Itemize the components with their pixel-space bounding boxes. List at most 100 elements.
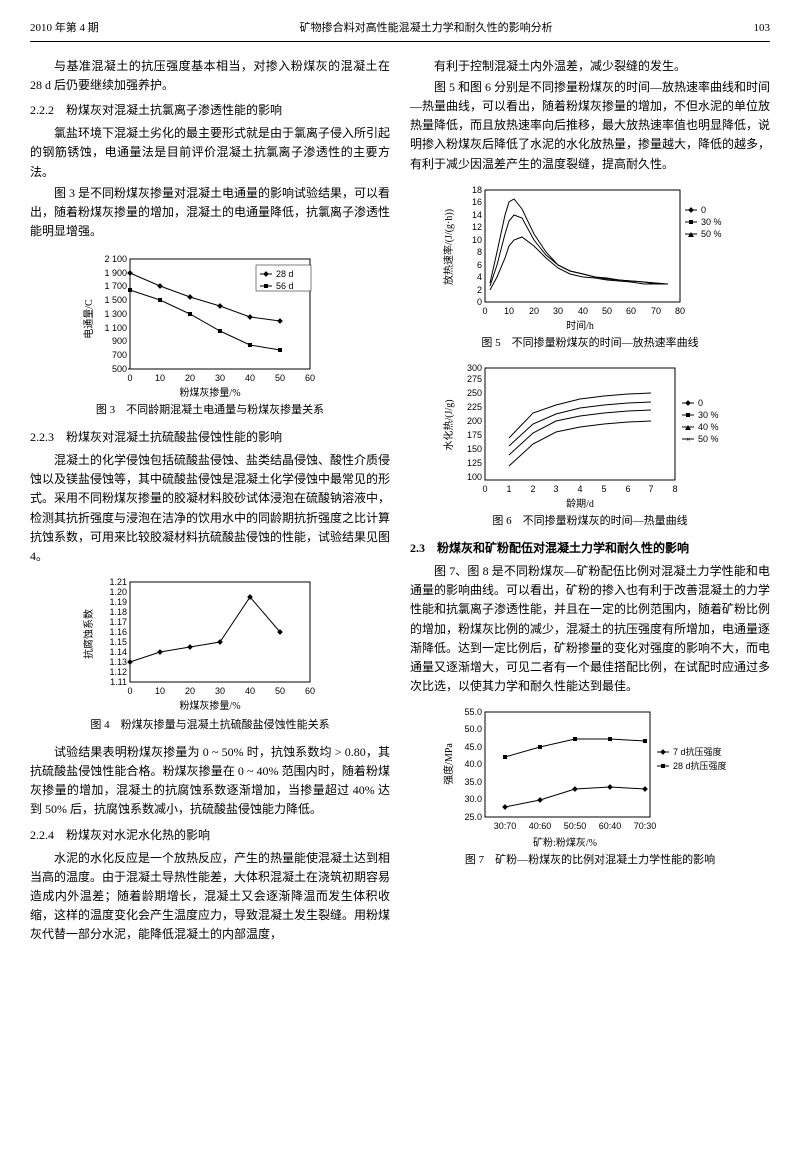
figure-5: 024681012141618 01020304050607080 0 30 % <box>410 182 770 353</box>
svg-text:28 d抗压强度: 28 d抗压强度 <box>673 760 727 771</box>
svg-text:2: 2 <box>530 484 535 494</box>
svg-text:275: 275 <box>467 374 482 384</box>
svg-text:30: 30 <box>553 306 563 316</box>
svg-text:×: × <box>686 435 691 444</box>
svg-text:30: 30 <box>215 373 225 383</box>
svg-text:5: 5 <box>601 484 606 494</box>
svg-text:40.0: 40.0 <box>464 759 482 769</box>
svg-text:3: 3 <box>553 484 558 494</box>
svg-text:0: 0 <box>477 297 482 307</box>
right-column: 有利于控制混凝土内外温差，减少裂缝的发生。 图 5 和图 6 分别是不同掺量粉煤… <box>410 57 770 947</box>
fig5-ylabel: 放热速率/(J/(g·h)) <box>442 209 455 285</box>
svg-text:50 %: 50 % <box>698 434 719 444</box>
svg-text:6: 6 <box>625 484 630 494</box>
svg-text:56 d: 56 d <box>276 281 294 291</box>
figure-6: 100125150175200225250275300 012345678 0 … <box>410 360 770 531</box>
svg-text:1.19: 1.19 <box>109 597 127 607</box>
svg-text:150: 150 <box>467 444 482 454</box>
page-header: 2010 年第 4 期 矿物掺合料对高性能混凝土力学和耐久性的影响分析 103 <box>30 20 770 42</box>
svg-text:50: 50 <box>275 373 285 383</box>
fig7-caption: 图 7 矿粉—粉煤灰的比例对混凝土力学性能的影响 <box>410 852 770 870</box>
svg-text:30: 30 <box>215 686 225 696</box>
svg-text:500: 500 <box>112 364 127 374</box>
svg-text:55.0: 55.0 <box>464 707 482 717</box>
svg-text:70: 70 <box>651 306 661 316</box>
svg-text:20: 20 <box>185 686 195 696</box>
svg-text:125: 125 <box>467 458 482 468</box>
svg-text:100: 100 <box>467 472 482 482</box>
figure-7: 25.030.035.040.045.050.055.0 30:7040:605… <box>410 704 770 870</box>
svg-text:1.17: 1.17 <box>109 617 127 627</box>
svg-text:300: 300 <box>467 363 482 373</box>
s223-title: 2.2.3 粉煤灰对混凝土抗硫酸盐侵蚀性能的影响 <box>30 428 390 447</box>
svg-text:0: 0 <box>127 373 132 383</box>
fig5-chart: 024681012141618 01020304050607080 0 30 % <box>440 182 740 332</box>
fig6-chart: 100125150175200225250275300 012345678 0 … <box>440 360 740 510</box>
svg-text:16: 16 <box>472 197 482 207</box>
fig6-caption: 图 6 不同掺量粉煤灰的时间—热量曲线 <box>410 513 770 531</box>
svg-text:40: 40 <box>245 373 255 383</box>
svg-text:900: 900 <box>112 336 127 346</box>
left-column: 与基准混凝土的抗压强度基本相当，对掺入粉煤灰的混凝土在 28 d 后仍要继续加强… <box>30 57 390 947</box>
svg-text:40:60: 40:60 <box>529 821 552 831</box>
svg-text:1.13: 1.13 <box>109 657 127 667</box>
fig7-ylabel: 强度/MPa <box>442 743 455 785</box>
s224-title: 2.2.4 粉煤灰对水泥水化热的影响 <box>30 826 390 845</box>
svg-text:1.21: 1.21 <box>109 577 127 587</box>
svg-text:7: 7 <box>648 484 653 494</box>
svg-text:50.0: 50.0 <box>464 724 482 734</box>
fig3-xlabel: 粉煤灰掺量/% <box>179 386 240 399</box>
svg-text:60: 60 <box>626 306 636 316</box>
svg-text:30 %: 30 % <box>701 217 722 227</box>
s223-p1: 混凝土的化学侵蚀包括硫酸盐侵蚀、盐类结晶侵蚀、酸性介质侵蚀以及镁盐侵蚀等，其中硫… <box>30 451 390 566</box>
fig4-chart: 1.11 1.12 1.13 1.14 1.15 1.16 1.17 1.18 … <box>80 574 340 714</box>
svg-text:18: 18 <box>472 185 482 195</box>
svg-text:1 900: 1 900 <box>104 268 127 278</box>
svg-text:50 %: 50 % <box>701 229 722 239</box>
fig6-xlabel: 龄期/d <box>566 497 594 510</box>
svg-text:8: 8 <box>477 247 482 257</box>
svg-text:1.20: 1.20 <box>109 587 127 597</box>
figure-3: 500 700 900 1 100 1 300 1 500 1 700 1 90… <box>30 249 390 420</box>
fig4-caption: 图 4 粉煤灰掺量与混凝土抗硫酸盐侵蚀性能关系 <box>30 717 390 735</box>
svg-text:1.15: 1.15 <box>109 637 127 647</box>
svg-text:1: 1 <box>506 484 511 494</box>
svg-text:50: 50 <box>602 306 612 316</box>
svg-text:1.12: 1.12 <box>109 667 127 677</box>
col2-p2: 图 5 和图 6 分别是不同掺量粉煤灰的时间—放热速率曲线和时间—热量曲线，可以… <box>410 78 770 174</box>
svg-text:10: 10 <box>504 306 514 316</box>
svg-text:1.18: 1.18 <box>109 607 127 617</box>
svg-text:225: 225 <box>467 402 482 412</box>
fig3-ylabel: 电通量/C <box>82 299 95 339</box>
svg-text:35.0: 35.0 <box>464 777 482 787</box>
fig3-caption: 图 3 不同龄期混凝土电通量与粉煤灰掺量关系 <box>30 402 390 420</box>
s222-p1: 氯盐环境下混凝土劣化的最主要形式就是由于氯离子侵入所引起的钢筋锈蚀，电通量法是目… <box>30 124 390 182</box>
svg-text:200: 200 <box>467 416 482 426</box>
svg-text:20: 20 <box>529 306 539 316</box>
fig4-xlabel: 粉煤灰掺量/% <box>179 699 240 712</box>
fig7-xlabel: 矿粉:粉煤灰/% <box>533 836 597 849</box>
fig7-chart: 25.030.035.040.045.050.055.0 30:7040:605… <box>440 704 740 849</box>
svg-text:250: 250 <box>467 388 482 398</box>
fig3-chart: 500 700 900 1 100 1 300 1 500 1 700 1 90… <box>80 249 340 399</box>
svg-text:10: 10 <box>155 373 165 383</box>
svg-text:10: 10 <box>155 686 165 696</box>
figure-4: 1.11 1.12 1.13 1.14 1.15 1.16 1.17 1.18 … <box>30 574 390 735</box>
svg-text:0: 0 <box>482 484 487 494</box>
main-content: 与基准混凝土的抗压强度基本相当，对掺入粉煤灰的混凝土在 28 d 后仍要继续加强… <box>30 57 770 947</box>
svg-text:50: 50 <box>275 686 285 696</box>
fig4-ylabel: 抗腐蚀系数 <box>82 609 95 659</box>
svg-text:1 300: 1 300 <box>104 309 127 319</box>
svg-text:40: 40 <box>245 686 255 696</box>
svg-text:45.0: 45.0 <box>464 742 482 752</box>
svg-text:40 %: 40 % <box>698 422 719 432</box>
svg-text:1.14: 1.14 <box>109 647 127 657</box>
col1-p1: 与基准混凝土的抗压强度基本相当，对掺入粉煤灰的混凝土在 28 d 后仍要继续加强… <box>30 57 390 95</box>
s222-p2: 图 3 是不同粉煤灰掺量对混凝土电通量的影响试验结果，可以看出，随着粉煤灰掺量的… <box>30 184 390 242</box>
header-left: 2010 年第 4 期 <box>30 20 99 38</box>
svg-text:30.0: 30.0 <box>464 794 482 804</box>
fig6-ylabel: 水化热/(J/g) <box>442 400 455 451</box>
svg-text:60:40: 60:40 <box>599 821 622 831</box>
svg-text:7 d抗压强度: 7 d抗压强度 <box>673 746 722 757</box>
s23-p1: 图 7、图 8 是不同粉煤灰—矿粉配伍比例对混凝土力学性能和电通量的影响曲线。可… <box>410 562 770 696</box>
